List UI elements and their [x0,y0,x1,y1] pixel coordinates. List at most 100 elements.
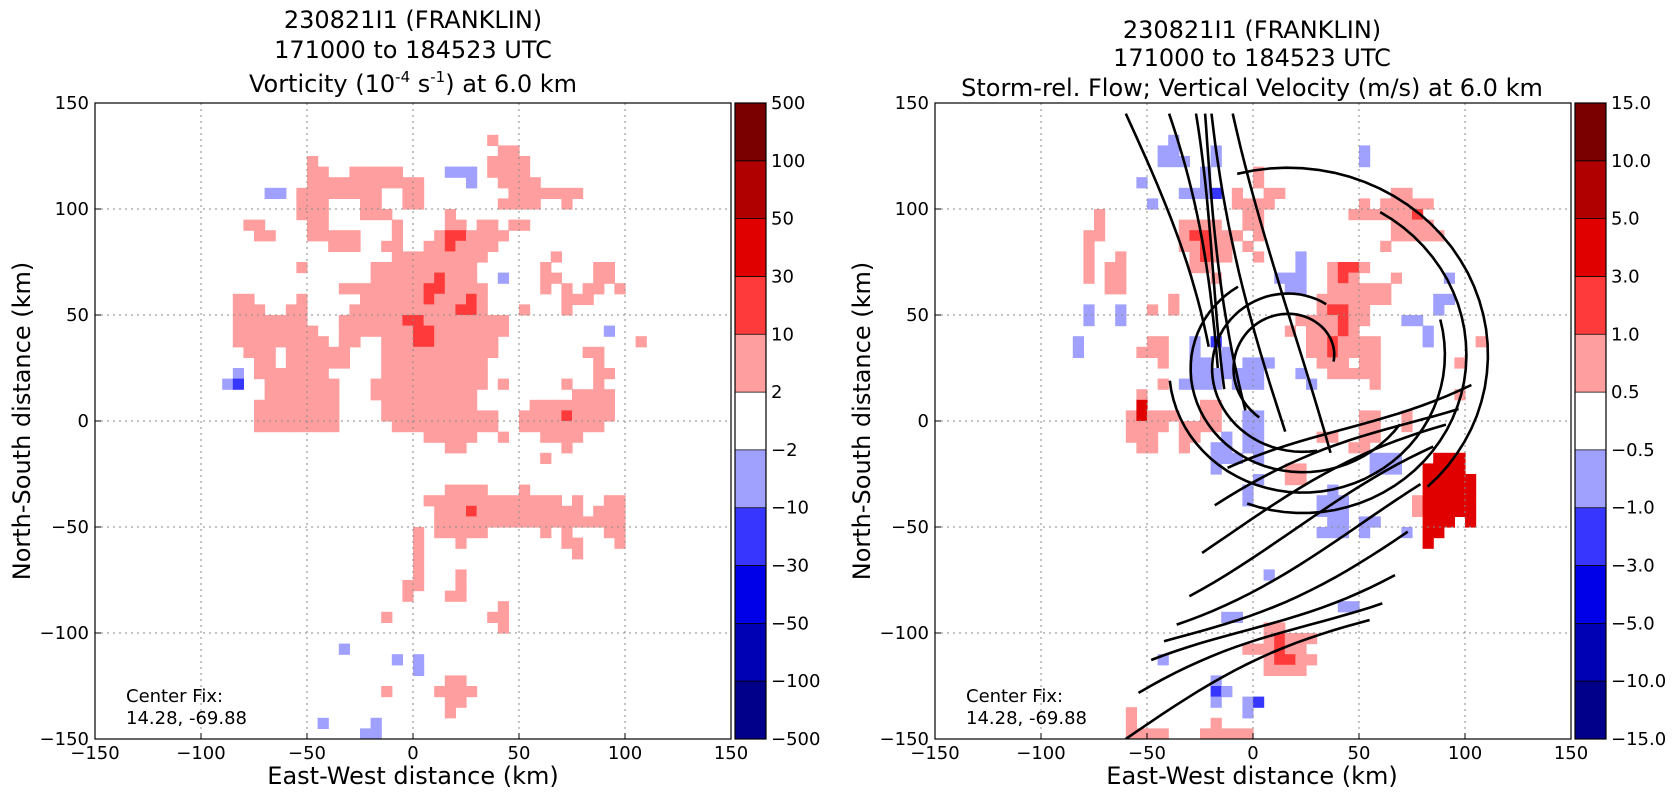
field-cell [285,410,297,422]
field-cell [1348,368,1360,380]
field-cell [232,368,244,380]
field-cell [434,336,446,348]
colorbar-tick-label: 15.0 [1611,93,1651,114]
field-cell [402,368,414,380]
field-cell [381,378,393,390]
colorbar-segment [735,392,766,451]
field-cell [307,336,319,348]
field-cell [1422,516,1434,528]
center-fix-label: Center Fix: [126,686,223,707]
field-cell [1189,187,1201,199]
field-cell [1242,198,1254,210]
field-cell [402,357,414,369]
field-cell [508,219,520,231]
field-cell [603,399,615,411]
field-cell [1189,431,1201,443]
field-cell [1380,198,1392,210]
field-cell [1189,230,1201,242]
field-cell [1348,315,1360,327]
field-cell [1147,410,1159,422]
field-cell [1284,654,1296,666]
field-cell [1253,452,1265,464]
field-cell [444,283,456,295]
field-cell [423,357,435,369]
field-cell [413,272,425,284]
field-cell [1401,209,1413,221]
field-cell [360,209,372,221]
field-cell [466,272,478,284]
field-cell [1359,346,1371,358]
field-cell [1465,516,1477,528]
field-cell [1125,431,1137,443]
field-cell [593,516,605,528]
field-cell [444,251,456,263]
field-cell [434,686,446,698]
field-cell [1422,527,1434,539]
field-cell [1433,463,1445,475]
field-cell [1422,230,1434,242]
field-cell [1263,654,1275,666]
field-cell [455,336,467,348]
y-tick-label: 50 [906,305,929,326]
field-cell [1316,293,1328,305]
field-cell [1433,474,1445,486]
field-cell [1433,495,1445,507]
field-cell [275,421,287,433]
field-cell [593,410,605,422]
field-cell [466,431,478,443]
field-cell [391,315,403,327]
y-tick-label: 150 [895,93,929,114]
field-cell [423,336,435,348]
field-cell [497,315,509,327]
field-cell [1295,315,1307,327]
field-cell [455,442,467,454]
field-cell [1125,421,1137,433]
field-cell [317,219,329,231]
field-cell [307,187,319,199]
field-cell [338,230,350,242]
field-cell [338,240,350,252]
colorbar-tick-label: 10 [771,324,794,345]
y-tick-label: −150 [40,729,89,750]
field-cell [328,187,340,199]
field-cell [243,304,255,316]
field-cell [519,156,531,168]
field-cell [476,495,488,507]
field-cell [444,346,456,358]
field-cell [413,569,425,581]
field-cell [1454,505,1466,517]
field-cell [232,325,244,337]
field-cell [487,134,499,146]
field-cell [1263,622,1275,634]
field-cell [328,240,340,252]
field-cell [370,209,382,221]
field-cell [550,272,562,284]
streamline [1236,166,1490,488]
field-cell [338,177,350,189]
field-cell [455,505,467,517]
field-cell [1242,495,1254,507]
field-cell [1263,633,1275,645]
field-cell [1274,633,1286,645]
field-cell [1125,717,1137,729]
field-cell [582,399,594,411]
field-cell [593,272,605,284]
field-cell [1210,728,1222,739]
streamline [1214,407,1459,507]
field-cell [550,421,562,433]
field-cell [1210,156,1222,168]
field-cell [582,389,594,401]
field-cell [391,177,403,189]
field-cell [550,431,562,443]
colorbar-frame [734,102,767,740]
field-cell [307,166,319,178]
field-cell [413,548,425,560]
field-cell [508,177,520,189]
field-cell [413,410,425,422]
field-cell [1221,611,1233,623]
field-cell [1072,336,1084,348]
field-cell [444,675,456,687]
field-cell [1316,527,1328,539]
colorbar-segment [1575,334,1606,393]
field-cell [540,527,552,539]
